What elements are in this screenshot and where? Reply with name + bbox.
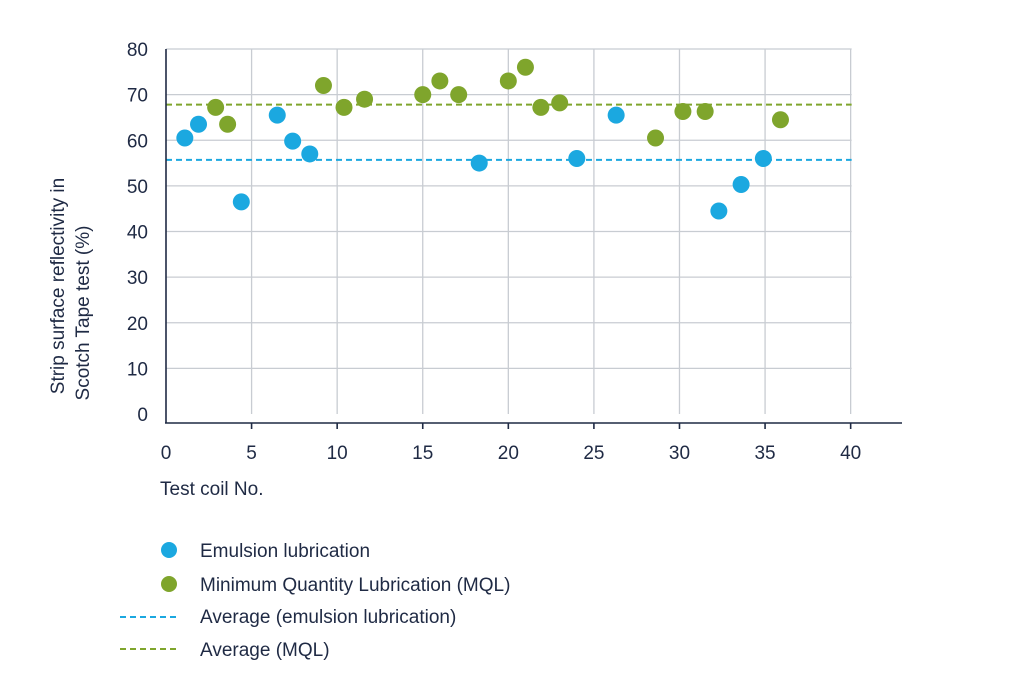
legend-label-emulsion: Emulsion lubrication <box>200 541 370 562</box>
legend-marker-mql <box>161 576 177 592</box>
data-point-s1-13 <box>674 103 692 121</box>
data-point-s0-10 <box>732 176 750 194</box>
y-tick-label-80: 80 <box>127 40 148 61</box>
data-point-s1-15 <box>771 111 789 129</box>
data-point-s1-7 <box>450 86 468 104</box>
reference-lines <box>166 103 852 161</box>
data-point-s0-0 <box>176 129 194 147</box>
legend-item-average-emulsion: Average (emulsion lubrication) <box>120 607 456 628</box>
legend: Emulsion lubrication Minimum Quantity Lu… <box>120 541 510 661</box>
legend-item-average-mql: Average (MQL) <box>120 640 330 661</box>
legend-label-average-mql: Average (MQL) <box>200 640 330 661</box>
x-tick-labels: 0 5 10 15 20 25 30 35 40 <box>161 443 862 464</box>
legend-label-mql: Minimum Quantity Lubrication (MQL) <box>200 575 510 596</box>
data-points <box>176 58 789 220</box>
x-axis-title: Test coil No. <box>160 479 263 500</box>
data-point-s0-2 <box>232 193 250 211</box>
data-point-s1-3 <box>335 98 353 116</box>
x-tick-label-5: 5 <box>246 443 257 464</box>
data-point-s0-3 <box>268 106 286 124</box>
data-point-s1-11 <box>551 94 569 112</box>
data-point-s0-5 <box>301 145 319 163</box>
data-point-s1-12 <box>647 129 665 147</box>
y-tick-labels: 0 10 20 30 40 50 60 70 80 <box>127 40 148 426</box>
legend-label-average-emulsion: Average (emulsion lubrication) <box>200 607 456 628</box>
x-tick-label-25: 25 <box>583 443 604 464</box>
data-point-s1-9 <box>516 58 534 76</box>
legend-marker-emulsion <box>161 542 177 558</box>
data-point-s0-6 <box>470 154 488 172</box>
x-tick-label-0: 0 <box>161 443 172 464</box>
data-point-s1-2 <box>314 77 332 94</box>
data-point-s1-4 <box>356 90 374 108</box>
y-tick-label-20: 20 <box>127 314 148 335</box>
y-axis-title-line-2: Scotch Tape test (%) <box>73 226 94 401</box>
axes <box>165 49 902 429</box>
y-tick-label-60: 60 <box>127 131 148 152</box>
data-point-s1-14 <box>696 103 714 121</box>
y-tick-label-50: 50 <box>127 177 148 198</box>
data-point-s1-5 <box>414 86 432 104</box>
y-tick-label-70: 70 <box>127 86 148 107</box>
data-point-s1-1 <box>219 115 237 133</box>
data-point-s0-1 <box>190 115 208 133</box>
x-tick-label-15: 15 <box>412 443 433 464</box>
y-tick-label-40: 40 <box>127 223 148 244</box>
legend-item-emulsion: Emulsion lubrication <box>161 541 370 562</box>
x-tick-label-20: 20 <box>498 443 519 464</box>
y-tick-label-0: 0 <box>137 405 148 426</box>
legend-item-mql: Minimum Quantity Lubrication (MQL) <box>161 575 510 596</box>
y-tick-label-30: 30 <box>127 268 148 289</box>
data-point-s1-8 <box>499 72 517 90</box>
data-point-s1-0 <box>207 98 225 116</box>
data-point-s0-9 <box>710 202 728 220</box>
data-point-s0-4 <box>284 132 302 150</box>
x-tick-label-30: 30 <box>669 443 690 464</box>
x-tick-label-10: 10 <box>327 443 348 464</box>
x-tick-label-40: 40 <box>840 443 861 464</box>
data-point-s1-6 <box>431 72 449 90</box>
data-point-s1-10 <box>532 98 550 116</box>
x-tick-label-35: 35 <box>754 443 775 464</box>
data-point-s0-11 <box>754 150 772 167</box>
data-point-s0-7 <box>568 150 586 167</box>
grid <box>166 48 852 414</box>
data-point-s0-8 <box>607 106 625 124</box>
y-tick-label-10: 10 <box>127 359 148 380</box>
y-axis-title-line-1: Strip surface reflectivity in <box>48 178 69 394</box>
